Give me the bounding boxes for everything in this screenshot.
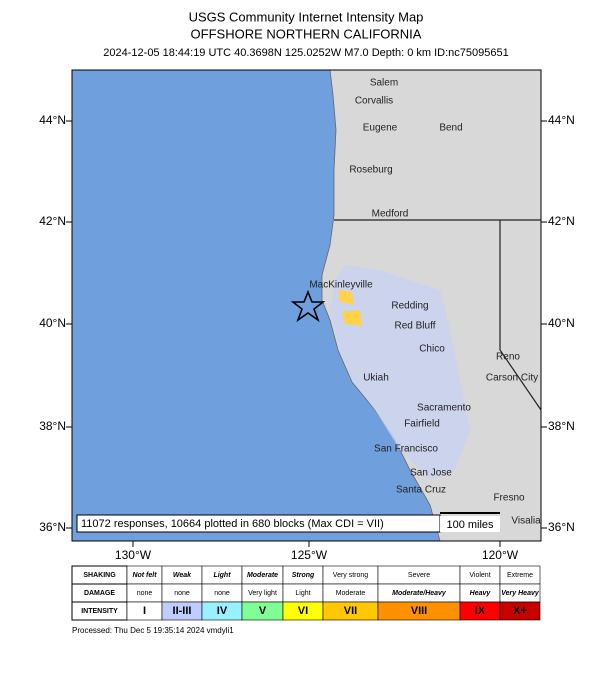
legend-damage: none xyxy=(174,590,190,597)
title: USGS Community Internet Intensity Map xyxy=(189,9,424,24)
legend-intensity: IV xyxy=(217,605,228,617)
lat-label: 40°N xyxy=(39,316,66,330)
lat-label: 42°N xyxy=(548,214,575,228)
lat-label: 36°N xyxy=(548,520,575,534)
legend-intensity: IX xyxy=(475,605,486,617)
city-label: Chico xyxy=(419,344,445,355)
lat-label: 40°N xyxy=(548,316,575,330)
legend-shaking: Not felt xyxy=(132,572,157,579)
city-label: Santa Cruz xyxy=(396,485,446,496)
city-label: Redding xyxy=(391,301,428,312)
lon-label: 130°W xyxy=(115,548,152,562)
legend-intensity: VI xyxy=(298,605,308,617)
legend-damage: Moderate xyxy=(336,590,366,597)
legend-damage: none xyxy=(137,590,153,597)
lat-label: 44°N xyxy=(39,113,66,127)
map: 11072 responses, 10664 plotted in 680 bl… xyxy=(71,69,542,542)
scale-label: 100 miles xyxy=(446,519,494,531)
city-label: San Francisco xyxy=(374,444,438,455)
lon-label: 120°W xyxy=(482,548,519,562)
city-label: Visalia xyxy=(511,516,541,527)
lon-label: 125°W xyxy=(291,548,328,562)
legend-intensity: VIII xyxy=(411,605,428,617)
city-label: Roseburg xyxy=(349,165,392,176)
map-frame xyxy=(71,69,542,542)
legend-intensity: I xyxy=(143,605,146,617)
legend-shaking: Weak xyxy=(173,572,192,579)
city-label: Corvallis xyxy=(355,96,393,107)
city-label: Bend xyxy=(439,123,462,134)
legend-shaking: Severe xyxy=(408,572,430,579)
city-label: Fresno xyxy=(493,493,525,504)
city-label: Carson City xyxy=(486,373,538,384)
lat-label: 36°N xyxy=(39,520,66,534)
city-label: Salem xyxy=(370,78,398,89)
legend-shaking: Light xyxy=(213,572,231,579)
legend-intensity: V xyxy=(259,605,267,617)
city-label: Medford xyxy=(372,209,409,220)
legend-shaking: Strong xyxy=(292,572,315,579)
legend-damage: Moderate/Heavy xyxy=(392,590,447,597)
legend-shaking: Moderate xyxy=(247,572,278,579)
subtitle: OFFSHORE NORTHERN CALIFORNIA xyxy=(191,26,422,41)
city-label: Sacramento xyxy=(417,403,471,414)
legend-shaking: Violent xyxy=(469,572,490,579)
legend-header: INTENSITY xyxy=(81,608,118,615)
legend-damage: Heavy xyxy=(470,590,492,597)
legend: SHAKING Not felt Weak Light Moderate Strong Ve… xyxy=(71,565,541,621)
city-label: Red Bluff xyxy=(395,321,436,332)
legend-intensity: X+ xyxy=(513,605,527,617)
legend-header: DAMAGE xyxy=(84,590,115,597)
city-label: Fairfield xyxy=(404,419,440,430)
info-text: 11072 responses, 10664 plotted in 680 bl… xyxy=(81,518,384,530)
scale-box xyxy=(440,516,500,532)
lat-label: 42°N xyxy=(39,214,66,228)
legend-damage: Light xyxy=(295,590,310,597)
legend-damage: none xyxy=(214,590,230,597)
city-label: San Jose xyxy=(410,468,452,479)
legend-damage: Very Heavy xyxy=(501,590,540,597)
strong-area xyxy=(338,290,362,326)
state-border xyxy=(334,219,542,411)
city-label: Eugene xyxy=(363,123,398,134)
lat-label: 38°N xyxy=(39,419,66,433)
legend-shaking: Very strong xyxy=(333,572,369,579)
legend-cell xyxy=(499,601,541,621)
lat-label: 38°N xyxy=(548,419,575,433)
city-label: Ukiah xyxy=(363,373,389,384)
details: 2024-12-05 18:44:19 UTC 40.3698N 125.025… xyxy=(103,47,508,59)
legend-shaking: Extreme xyxy=(507,572,533,579)
legend-damage: Very light xyxy=(248,590,277,597)
lat-label: 44°N xyxy=(548,113,575,127)
city-label: Reno xyxy=(496,352,520,363)
legend-intensity: II-III xyxy=(173,605,192,617)
city-label: MacKinleyville xyxy=(309,280,373,291)
response-area xyxy=(330,265,470,480)
processed: Processed: Thu Dec 5 19:35:14 2024 vmdyl… xyxy=(72,626,234,635)
legend-header: SHAKING xyxy=(83,572,116,579)
legend-intensity: VII xyxy=(344,605,357,617)
epicenter xyxy=(290,289,326,323)
